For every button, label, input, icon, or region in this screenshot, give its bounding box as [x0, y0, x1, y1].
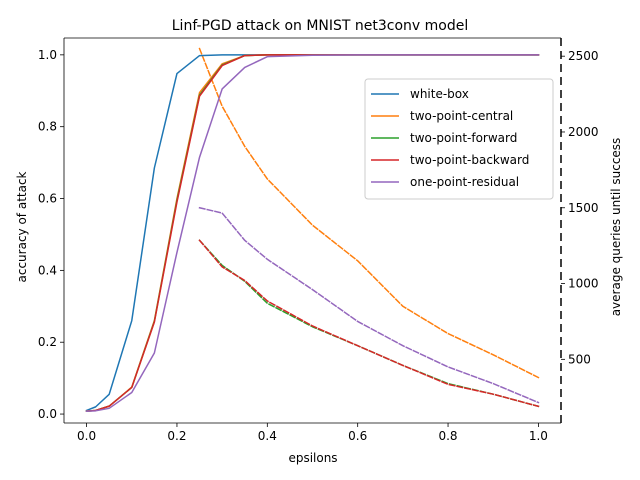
y2-tick-label: 1000: [568, 277, 599, 291]
y2-tick-label: 2500: [568, 49, 599, 63]
y-tick-label: 0.2: [38, 335, 57, 349]
x-tick-label: 0.0: [77, 429, 96, 443]
y-tick-label: 0.0: [38, 407, 57, 421]
x-axis-title: epsilons: [288, 451, 337, 465]
legend: white-box two-point-central two-point-forw…: [364, 78, 554, 200]
legend-label-white-box: white-box: [410, 87, 469, 101]
series-line-d62728-queries: [198, 239, 540, 408]
series-line-one-point-residual-accuracy: [85, 54, 540, 412]
y2-tick-label: 1500: [568, 201, 599, 215]
x-tick-label: 1.0: [529, 429, 548, 443]
legend-label-two-point-central: two-point-central: [410, 109, 513, 123]
y-tick-label: 0.8: [38, 120, 57, 134]
y-tick-label: 0.4: [38, 263, 57, 277]
y2-tick-label: 2000: [568, 125, 599, 139]
axes-layer: 0.0 0.2 0.4 0.6 0.8 1.0 0.0 0.2 0.4 0.6 0.8 1.0 500 1…: [38, 37, 599, 443]
x-tick-label: 0.4: [258, 429, 277, 443]
y-tick-label: 0.6: [38, 192, 57, 206]
y-tick-label: 1.0: [38, 48, 57, 62]
legend-label-two-point-forward: two-point-forward: [410, 131, 517, 145]
x-tick-label: 0.8: [438, 429, 457, 443]
legend-label-one-point-residual: one-point-residual: [410, 175, 519, 189]
y2-axis-title: average queries until success: [609, 138, 623, 317]
chart-title: Linf-PGD attack on MNIST net3conv model: [172, 18, 469, 34]
series-line-9467bd-queries: [198, 206, 540, 404]
series-line-ff7f0e-queries: [198, 47, 540, 379]
legend-box: [364, 78, 554, 200]
x-tick-label: 0.6: [348, 429, 367, 443]
x-tick-label: 0.2: [167, 429, 186, 443]
series-layer: [85, 47, 540, 412]
y-axis-title: accuracy of attack: [15, 171, 29, 282]
legend-label-two-point-backward: two-point-backward: [410, 153, 529, 167]
y2-tick-label: 500: [568, 352, 591, 366]
